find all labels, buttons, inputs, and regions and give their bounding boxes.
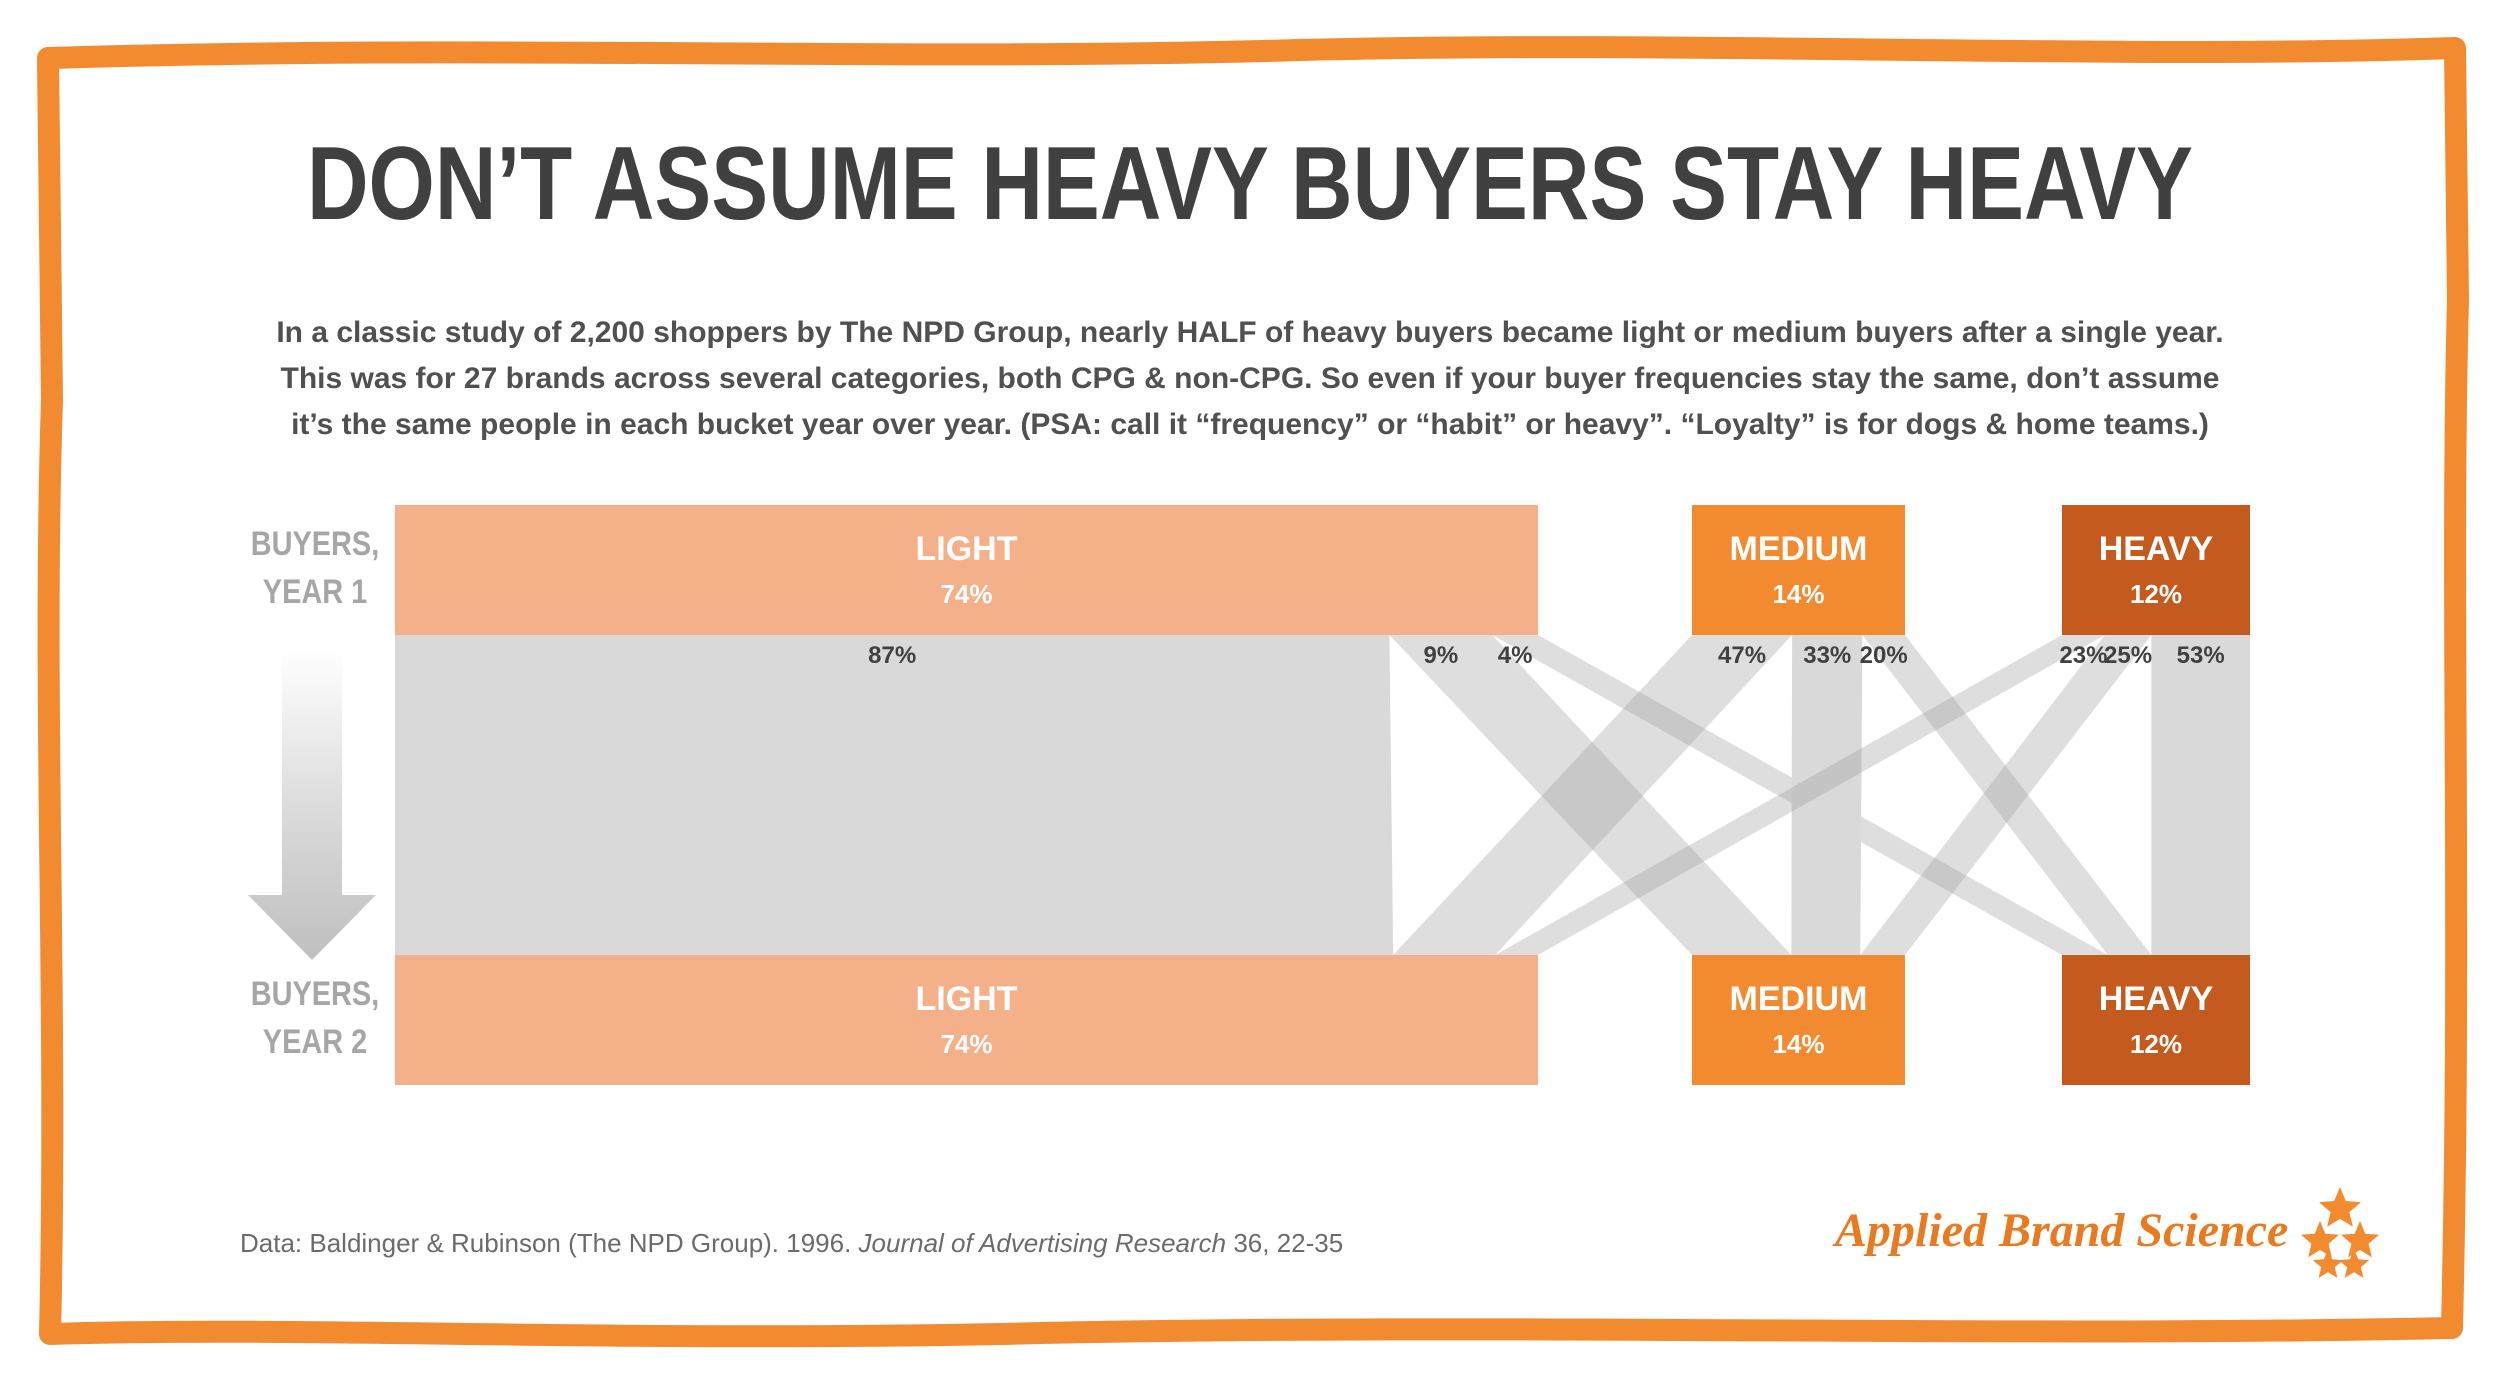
star-shape bbox=[2312, 1249, 2344, 1278]
flow-band-medium-to-heavy bbox=[1862, 635, 2152, 955]
year2-light-name: LIGHT bbox=[916, 980, 1018, 1018]
transition-label: 23% bbox=[2059, 642, 2107, 669]
year1-light-name: LIGHT bbox=[916, 530, 1018, 568]
down-arrow-shape bbox=[248, 648, 376, 960]
star-shape bbox=[2341, 1221, 2379, 1258]
transition-label: 9% bbox=[1424, 642, 1459, 669]
year2-heavy-name: HEAVY bbox=[2099, 980, 2214, 1018]
transition-label: 87% bbox=[868, 642, 916, 669]
subtitle-line: In a classic study of 2,200 shoppers by … bbox=[276, 316, 2224, 349]
stars-icon bbox=[2301, 1187, 2379, 1278]
year2-medium-box bbox=[1692, 955, 1905, 1085]
flow-band-medium-to-light bbox=[1393, 635, 1793, 955]
page-title: DON’T ASSUME HEAVY BUYERS STAY HEAVY bbox=[306, 126, 2194, 242]
year1-label-line2: YEAR 1 bbox=[262, 573, 368, 611]
source-prefix: Data: Baldinger & Rubinson (The NPD Grou… bbox=[240, 1228, 859, 1258]
flow-bands bbox=[395, 635, 2250, 955]
subtitle-line: This was for 27 brands across several ca… bbox=[280, 362, 2220, 395]
subtitle-line: it’s the same people in each bucket year… bbox=[291, 408, 2209, 441]
year1-medium-name: MEDIUM bbox=[1730, 530, 1868, 568]
flow-band-light-to-medium bbox=[1389, 635, 1792, 955]
year2-medium-name: MEDIUM bbox=[1730, 980, 1868, 1018]
year2-label-line1: BUYERS, bbox=[250, 975, 380, 1013]
flow-band-heavy-to-medium bbox=[1860, 635, 2152, 955]
down-arrow-icon bbox=[248, 648, 376, 960]
year2-heavy-box bbox=[2062, 955, 2250, 1085]
flow-band-light-to-light bbox=[395, 635, 1394, 955]
year2-medium-share: 14% bbox=[1772, 1029, 1824, 1059]
transition-label: 25% bbox=[2104, 642, 2152, 669]
flow-band-medium-to-medium bbox=[1791, 635, 1863, 955]
source-citation: Data: Baldinger & Rubinson (The NPD Grou… bbox=[240, 1228, 1343, 1259]
transition-label: 33% bbox=[1803, 642, 1851, 669]
category-boxes: LIGHT 74% MEDIUM 14% HEAVY 12% LIGHT 74% MEDIUM 1… bbox=[395, 505, 2250, 1085]
year1-label: BUYERS, YEAR 1 bbox=[243, 520, 388, 616]
transition-label: 47% bbox=[1718, 642, 1766, 669]
year1-heavy-box bbox=[2062, 505, 2250, 635]
brand-logo-text: Applied Brand Science bbox=[1835, 1204, 2289, 1257]
star-shape bbox=[2319, 1187, 2361, 1227]
transition-label: 4% bbox=[1498, 642, 1533, 669]
year2-label-line2: YEAR 2 bbox=[262, 1023, 368, 1061]
flow-band-heavy-to-heavy bbox=[2151, 635, 2250, 955]
year1-light-box bbox=[395, 505, 1538, 635]
year1-light-share: 74% bbox=[940, 579, 992, 609]
source-journal: Journal of Advertising Research bbox=[858, 1228, 1227, 1258]
year1-label-line1: BUYERS, bbox=[250, 525, 380, 563]
transition-label: 53% bbox=[2177, 642, 2225, 669]
year1-heavy-name: HEAVY bbox=[2099, 530, 2214, 568]
year2-heavy-share: 12% bbox=[2130, 1029, 2182, 1059]
source-suffix: 36, 22-35 bbox=[1226, 1228, 1344, 1258]
star-shape bbox=[2301, 1221, 2339, 1258]
transition-labels: 87% 9% 4% 47% 33% 20% 23%25% 53% bbox=[868, 642, 2225, 669]
year1-medium-box bbox=[1692, 505, 1905, 635]
flow-band-heavy-to-light bbox=[1495, 635, 2105, 955]
year2-label: BUYERS, YEAR 2 bbox=[243, 970, 388, 1066]
year2-light-share: 74% bbox=[940, 1029, 992, 1059]
year1-medium-share: 14% bbox=[1772, 579, 1824, 609]
year1-heavy-share: 12% bbox=[2130, 579, 2182, 609]
year2-light-box bbox=[395, 955, 1538, 1085]
subtitle: In a classic study of 2,200 shoppers by … bbox=[0, 310, 2500, 448]
transition-label: 20% bbox=[1860, 642, 1908, 669]
star-shape bbox=[2338, 1249, 2370, 1278]
